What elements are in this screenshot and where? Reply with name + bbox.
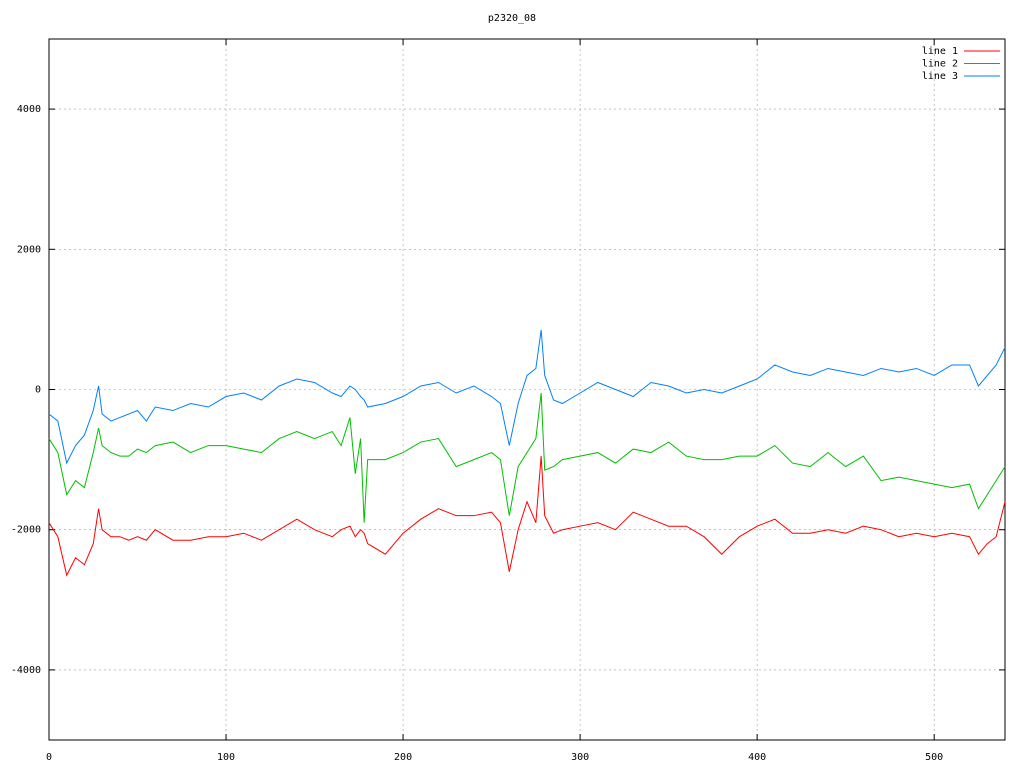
x-tick-label: 100 bbox=[217, 752, 235, 763]
legend-label: line 2 bbox=[922, 59, 958, 70]
series-line bbox=[48, 392, 1006, 523]
x-tick-label: 500 bbox=[925, 752, 943, 763]
x-tick-label: 300 bbox=[571, 752, 589, 763]
y-tick-label: 0 bbox=[35, 385, 41, 396]
y-tick-label: -2000 bbox=[11, 525, 41, 536]
legend-label: line 1 bbox=[922, 46, 958, 57]
plot-frame bbox=[48, 38, 1006, 741]
y-tick-label: -4000 bbox=[11, 665, 41, 676]
series-line bbox=[48, 456, 1006, 577]
x-tick-label: 200 bbox=[394, 752, 412, 763]
x-tick-label: 0 bbox=[46, 752, 52, 763]
chart-title: p2320_08 bbox=[488, 13, 536, 24]
legend-label: line 3 bbox=[922, 71, 958, 82]
y-tick-label: 2000 bbox=[17, 244, 41, 255]
y-tick-label: 4000 bbox=[17, 104, 41, 115]
series-line bbox=[48, 329, 1006, 465]
x-tick-label: 400 bbox=[748, 752, 766, 763]
